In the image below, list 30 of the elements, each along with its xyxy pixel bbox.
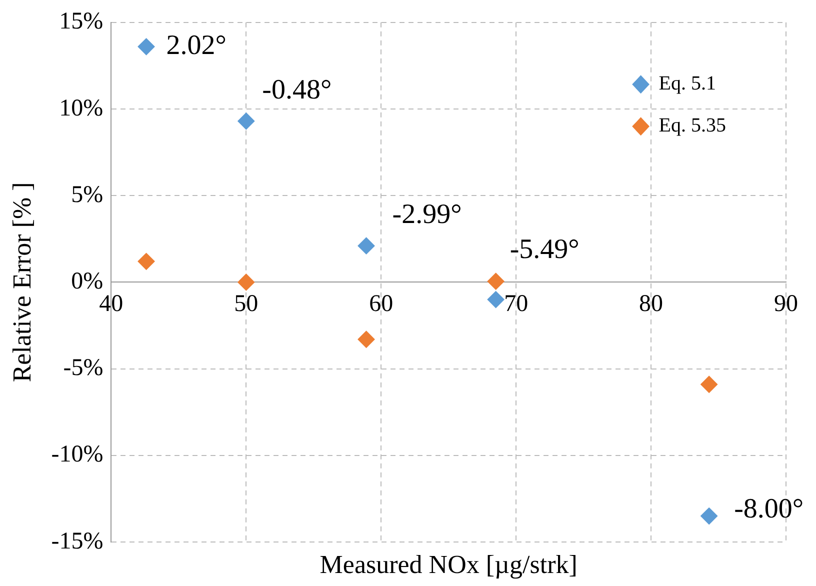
legend-label: Eq. 5.35 [658, 114, 726, 137]
legend-label: Eq. 5.1 [658, 72, 716, 95]
point [138, 38, 155, 56]
y-tick-label: 15% [59, 8, 104, 35]
annotation: -2.99° [392, 199, 462, 230]
point [138, 252, 155, 270]
x-axis-title: Measured NOx [µg/strk] [320, 550, 578, 579]
point [700, 508, 718, 525]
point [238, 112, 255, 130]
y-axis-title: Relative Error [% ] [7, 182, 36, 382]
point [358, 237, 375, 254]
point [238, 274, 255, 291]
annotation: 2.02° [166, 30, 226, 62]
point [487, 272, 504, 290]
y-tick-label: 5% [71, 182, 104, 208]
x-tick-label: 70 [504, 290, 528, 317]
point [700, 376, 718, 393]
y-tick-label: -5% [63, 355, 104, 382]
annotation: -0.48° [262, 74, 332, 106]
y-tick-label: 10% [59, 95, 104, 122]
point [487, 291, 504, 308]
point [358, 330, 375, 348]
x-tick-label: 90 [774, 290, 798, 317]
y-tick-label: -10% [51, 442, 104, 468]
x-tick-label: 80 [639, 290, 664, 317]
x-tick-label: 50 [234, 290, 258, 317]
annotation: -8.00° [734, 493, 804, 524]
y-tick-label: -15% [51, 528, 104, 554]
x-tick-label: 60 [369, 290, 394, 317]
annotation: -5.49° [510, 234, 580, 265]
